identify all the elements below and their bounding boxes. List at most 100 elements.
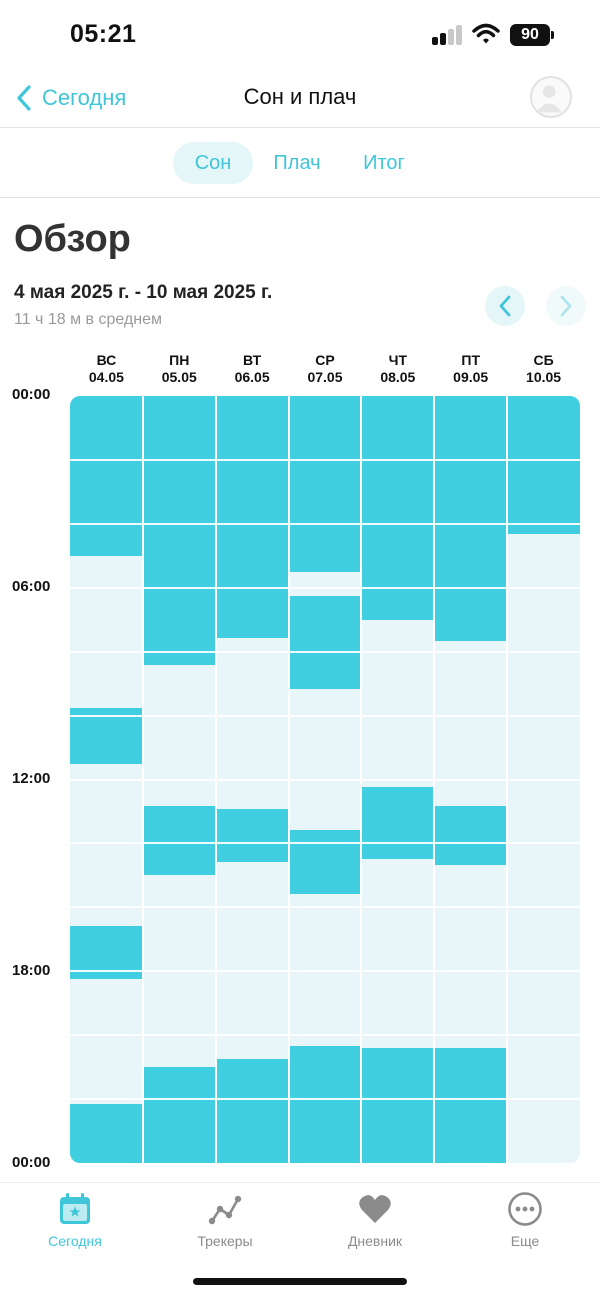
- sleep-segment[interactable]: [70, 396, 143, 556]
- time-label: 18:00: [12, 962, 51, 979]
- grid-line: [70, 970, 580, 973]
- grid-line: [70, 778, 580, 781]
- back-label: Сегодня: [42, 85, 127, 110]
- battery-nub: [551, 31, 554, 39]
- day-date: 06.05: [234, 369, 270, 385]
- grid-line: [70, 650, 580, 653]
- sleep-segment[interactable]: [288, 396, 362, 572]
- sleep-segment[interactable]: [215, 1059, 289, 1163]
- sleep-segment[interactable]: [142, 1067, 216, 1163]
- trend-line-icon: [208, 1195, 242, 1225]
- status-bar: 05:21 90: [0, 0, 600, 70]
- day-column[interactable]: [507, 396, 580, 1163]
- day-date: 05.05: [161, 369, 197, 385]
- grid-line: [70, 714, 580, 717]
- chevron-right-icon: [560, 295, 572, 317]
- back-button[interactable]: Сегодня: [16, 80, 126, 116]
- page-title: Сон и плач: [243, 84, 357, 109]
- tabbar-trackers-label: Трекеры: [197, 1233, 253, 1249]
- column-divider: [506, 396, 509, 1163]
- day-header: ПТ 09.05: [434, 352, 507, 386]
- sleep-segment[interactable]: [288, 1045, 362, 1163]
- time-label: 00:00: [12, 386, 51, 403]
- grid-line: [70, 906, 580, 909]
- day-header: ВТ 06.05: [216, 352, 289, 386]
- tabbar-diary-label: Дневник: [347, 1233, 403, 1249]
- grid-line: [70, 1034, 580, 1037]
- sleep-segment[interactable]: [70, 707, 143, 764]
- tabbar-today-label: Сегодня: [48, 1233, 102, 1249]
- home-indicator: [193, 1278, 407, 1285]
- tab-crying[interactable]: Плач: [273, 152, 321, 174]
- sleep-segment[interactable]: [361, 787, 435, 860]
- column-divider: [141, 396, 144, 1163]
- time-label: 00:00: [12, 1154, 51, 1171]
- chevron-left-icon: [499, 295, 511, 317]
- chevron-left-icon: [17, 85, 31, 111]
- sleep-chart[interactable]: [70, 396, 580, 1163]
- cellular-signal-icon: [432, 25, 464, 45]
- tabbar-more[interactable]: Еще: [465, 1191, 585, 1249]
- day-column[interactable]: [70, 396, 143, 1163]
- sleep-segment[interactable]: [434, 1048, 508, 1163]
- avatar[interactable]: [530, 76, 572, 118]
- bottom-tab-bar: Сегодня Трекеры Дневник Еще: [0, 1182, 600, 1297]
- average-sleep: 11 ч 18 м в среднем: [14, 311, 162, 328]
- segment-tabs: Сон Плач Итог: [0, 128, 600, 198]
- day-column[interactable]: [215, 396, 289, 1163]
- day-of-week: СР: [315, 352, 335, 368]
- column-divider: [433, 396, 436, 1163]
- sleep-segment[interactable]: [215, 808, 289, 863]
- column-divider: [214, 396, 217, 1163]
- time-label: 12:00: [12, 770, 51, 787]
- overview-title: Обзор: [14, 218, 131, 260]
- column-divider: [287, 396, 290, 1163]
- battery-indicator: 90: [510, 24, 550, 46]
- grid-line: [70, 458, 580, 461]
- day-date: 09.05: [453, 369, 489, 385]
- tab-summary[interactable]: Итог: [363, 152, 405, 174]
- day-header: ПН 05.05: [143, 352, 216, 386]
- sleep-segment[interactable]: [507, 396, 580, 535]
- tab-sleep[interactable]: Сон: [173, 142, 253, 184]
- day-column[interactable]: [434, 396, 508, 1163]
- sleep-segment[interactable]: [288, 595, 362, 689]
- sleep-segment[interactable]: [434, 806, 508, 865]
- day-column[interactable]: [142, 396, 216, 1163]
- status-time: 05:21: [70, 20, 137, 48]
- tabbar-trackers[interactable]: Трекеры: [165, 1191, 285, 1249]
- sleep-segment[interactable]: [361, 396, 435, 620]
- day-column[interactable]: [361, 396, 435, 1163]
- tabbar-today[interactable]: Сегодня: [15, 1191, 135, 1249]
- grid-line: [70, 1098, 580, 1101]
- day-column[interactable]: [288, 396, 362, 1163]
- day-header: СБ 10.05: [507, 352, 580, 386]
- day-header: ВС 04.05: [70, 352, 143, 386]
- next-week-button[interactable]: [546, 286, 586, 326]
- grid-line: [70, 522, 580, 525]
- sleep-segment[interactable]: [361, 1048, 435, 1163]
- more-dots-icon: [508, 1192, 542, 1226]
- user-silhouette-icon: [536, 85, 562, 113]
- sleep-segment[interactable]: [70, 1104, 143, 1163]
- day-date: 07.05: [307, 369, 343, 385]
- sleep-segment[interactable]: [142, 396, 216, 665]
- day-of-week: ПТ: [461, 352, 481, 368]
- prev-week-button[interactable]: [485, 286, 525, 326]
- day-date: 10.05: [526, 369, 562, 385]
- sleep-segment[interactable]: [434, 396, 508, 641]
- tabbar-more-label: Еще: [510, 1233, 540, 1249]
- column-divider: [360, 396, 363, 1163]
- sleep-segment[interactable]: [142, 806, 216, 876]
- grid-line: [70, 586, 580, 589]
- day-of-week: СБ: [533, 352, 554, 368]
- sleep-segment[interactable]: [215, 396, 289, 639]
- sleep-segment[interactable]: [288, 830, 362, 894]
- calendar-star-icon: [60, 1193, 90, 1224]
- heart-icon: [359, 1195, 391, 1223]
- date-range: 4 мая 2025 г. - 10 мая 2025 г.: [14, 282, 273, 303]
- day-date: 04.05: [88, 369, 124, 385]
- day-date: 08.05: [380, 369, 416, 385]
- day-of-week: ВС: [96, 352, 117, 368]
- tabbar-diary[interactable]: Дневник: [315, 1191, 435, 1249]
